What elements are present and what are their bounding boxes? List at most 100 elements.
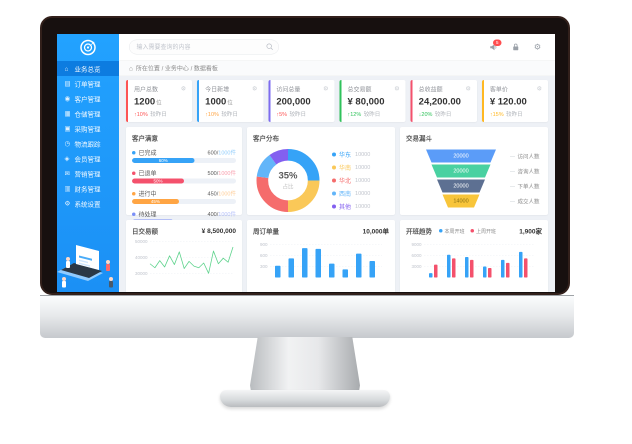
funnel-tick — [510, 201, 515, 202]
sidebar-item-4[interactable]: ▣ 采购管理 — [57, 121, 119, 136]
gear-icon[interactable]: ⚙ — [180, 85, 187, 92]
donut-legend-item-2: 华北 10000 — [332, 176, 370, 185]
sidebar-item-label: 订单管理 — [74, 80, 101, 88]
sidebar-item-1[interactable]: ▤ 订单管理 — [57, 76, 119, 91]
sidebar-item-9[interactable]: ⚙ 系统设置 — [57, 196, 119, 211]
progress-fill: 45% — [132, 199, 179, 204]
progress-value: 400/1000件 — [208, 210, 236, 218]
progress-row-header: 已退单 500/1000件 — [132, 169, 236, 177]
sidebar-item-5[interactable]: ◷ 物流跟踪 — [57, 136, 119, 151]
gear-icon[interactable]: ⚙ — [536, 85, 542, 92]
progress-row-header: 进行中 450/1000件 — [132, 190, 236, 198]
funnel-shape: 20000 — [426, 150, 496, 163]
funnel-tick — [510, 186, 515, 187]
funnel-layer-2: 20000 下单人数 — [416, 180, 540, 194]
breadcrumb-home-icon: ⌂ — [129, 64, 133, 72]
progress-row-2: 进行中 450/1000件 45% — [132, 190, 236, 204]
announcement-icon[interactable]: 5 — [489, 39, 502, 52]
progress-dot — [132, 191, 136, 196]
monitor-chin — [40, 295, 574, 338]
stat-card-subtext: ↓20% 较昨日 — [419, 110, 471, 118]
line-panel-title: 日交易额 — [132, 227, 159, 236]
bars-panel-title: 周订单量 — [253, 227, 280, 236]
sidebar-item-6[interactable]: ◈ 会员管理 — [57, 151, 119, 166]
stat-card-1: 今日新增 ⚙ 1000位 ↑10% 较昨日 — [197, 80, 264, 122]
funnel-label: 成交人数 — [510, 198, 540, 206]
stat-card-subtext: ↑10% 较昨日 — [205, 110, 257, 118]
progress-track: 60% — [132, 158, 236, 163]
stat-card-value: 1000位 — [205, 96, 233, 108]
legend-value: 10000 — [355, 190, 371, 197]
svg-text:900: 900 — [260, 242, 268, 247]
order-icon: ▤ — [64, 79, 71, 88]
progress-num: 600/ — [207, 150, 219, 156]
progress-track: 45% — [132, 199, 236, 204]
svg-text:30000: 30000 — [135, 271, 148, 276]
progress-label: 已退单 — [138, 169, 157, 177]
progress-rows: 已完成 600/1000件 60% 已退单 500/1000件 50% 进行中 450/100… — [132, 149, 236, 225]
sidebar-item-label: 仓储管理 — [74, 110, 101, 118]
progress-fill: 50% — [132, 178, 184, 184]
legend-value: 10000 — [355, 164, 371, 171]
funnel-label: 下单人数 — [510, 183, 540, 191]
progress-value: 600/1000件 — [208, 149, 236, 157]
donut-legend-item-1: 华南 10000 — [332, 163, 370, 172]
sidebar-item-0[interactable]: ⌂ 业务总览 — [57, 61, 119, 76]
stat-card-0: 用户总数 ⚙ 1200位 ↑10% 较昨日 — [126, 80, 193, 122]
progress-panel: 客户满意 已完成 600/1000件 60% 已退单 500/1000件 50% 进行中 45… — [126, 127, 242, 225]
bars-panel-total: 10,000单 — [362, 227, 389, 236]
finance-icon: ▥ — [64, 184, 71, 193]
gear-icon[interactable]: ⚙ — [323, 85, 329, 92]
breadcrumb-path: 所在位置 / 业务中心 / 数据看板 — [135, 64, 218, 72]
sidebar: ⌂ 业务总览 ▤ 订单管理 ◉ 客户管理 ▦ 仓储管理 ▣ 采购管理 ◷ 物流跟踪 ◈ 会员管理 ✉ 营销管理… — [57, 34, 119, 292]
sidebar-item-3[interactable]: ▦ 仓储管理 — [57, 106, 119, 121]
grouped-panel-title: 开班趋势 — [406, 227, 433, 236]
gear-icon[interactable]: ⚙ — [394, 85, 400, 92]
sidebar-item-2[interactable]: ◉ 客户管理 — [57, 91, 119, 106]
stat-card-2: 访问总量 ⚙ 200,000 ↑5% 较昨日 — [268, 80, 335, 122]
stat-card-note: 较昨日 — [434, 111, 452, 118]
progress-track: 50% — [132, 178, 236, 184]
sidebar-illustration — [57, 245, 113, 288]
middle-row: 客户满意 已完成 600/1000件 60% 已退单 500/1000件 50% 进行中 45… — [126, 127, 548, 225]
dashboard-app: ⌂ 业务总览 ▤ 订单管理 ◉ 客户管理 ▦ 仓储管理 ▣ 采购管理 ◷ 物流跟踪 ◈ 会员管理 ✉ 营销管理… — [57, 34, 555, 292]
grouped-bar-chart: 9000 6000 3000 — [411, 242, 535, 278]
stat-card-subtext: ↑10% 较昨日 — [134, 110, 186, 118]
legend-dot — [332, 152, 336, 157]
legend-value: 10000 — [355, 177, 371, 184]
progress-label: 待处理 — [138, 210, 157, 218]
lock-icon[interactable] — [511, 43, 520, 52]
funnel-shape: 14000 — [443, 195, 480, 208]
stat-card-unit: 位 — [156, 100, 162, 106]
stat-card-note: 较昨日 — [150, 111, 167, 118]
sidebar-item-7[interactable]: ✉ 营销管理 — [57, 166, 119, 181]
gear-icon[interactable]: ⚙ — [251, 85, 258, 92]
progress-row-0: 已完成 600/1000件 60% — [132, 149, 236, 163]
progress-denominator: 1000件 — [218, 150, 236, 156]
search-input[interactable] — [129, 39, 279, 55]
funnel-chart: 20000 访问人数 20000 咨询人数 20000 下单人数 14000 成交人数 — [416, 150, 540, 209]
progress-value: 500/1000件 — [208, 169, 236, 177]
stat-card-percent: ↑12% — [347, 111, 362, 118]
stat-card-note: 较昨日 — [363, 111, 381, 118]
legend-value: 10000 — [355, 151, 371, 158]
donut-legend-item-0: 华东 10000 — [332, 150, 370, 159]
search-box — [129, 39, 279, 55]
search-icon[interactable] — [266, 43, 274, 51]
svg-text:9000: 9000 — [411, 242, 422, 247]
donut-legend-item-3: 西南 10000 — [332, 189, 370, 198]
progress-num: 400/ — [207, 211, 219, 218]
gear-icon[interactable]: ⚙ — [533, 43, 542, 52]
sidebar-menu: ⌂ 业务总览 ▤ 订单管理 ◉ 客户管理 ▦ 仓储管理 ▣ 采购管理 ◷ 物流跟踪 ◈ 会员管理 ✉ 营销管理… — [57, 61, 119, 211]
legend-label: 本周开班 — [444, 229, 465, 235]
stat-card-subtext: ↑5% 较昨日 — [276, 110, 328, 118]
gear-icon[interactable]: ⚙ — [465, 85, 471, 92]
topbar-icons: 5 ⚙ — [489, 39, 542, 52]
funnel-label-text: 咨询人数 — [517, 169, 540, 175]
sidebar-item-label: 营销管理 — [74, 170, 101, 178]
stat-card-4: 总收益额 ⚙ 24,200.00 ↓20% 较昨日 — [410, 80, 477, 122]
funnel-tick — [510, 171, 515, 172]
sidebar-item-8[interactable]: ▥ 财务管理 — [57, 181, 119, 196]
stat-card-label: 访问总量 — [276, 86, 301, 93]
app-logo[interactable] — [57, 34, 119, 61]
